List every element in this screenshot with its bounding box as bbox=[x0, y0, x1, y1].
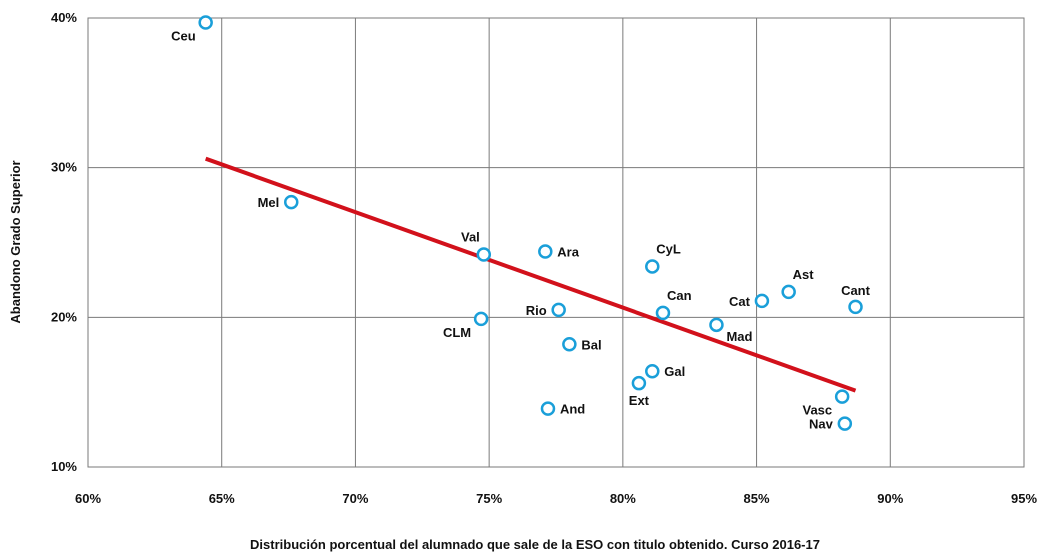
data-point-label: Ara bbox=[557, 244, 579, 259]
data-point bbox=[837, 416, 853, 431]
data-point-label: Nav bbox=[809, 417, 834, 432]
data-point bbox=[645, 363, 660, 379]
y-tick-label: 30% bbox=[51, 160, 77, 175]
plot-border bbox=[87, 17, 1025, 468]
data-point-label: Vasc bbox=[802, 403, 832, 418]
data-point-label: Ast bbox=[793, 267, 815, 282]
data-point bbox=[645, 259, 660, 274]
data-point-label: Ext bbox=[629, 393, 650, 408]
x-tick-label: 60% bbox=[75, 491, 101, 506]
trend-line bbox=[204, 156, 857, 393]
data-point bbox=[283, 194, 299, 210]
x-tick-label: 85% bbox=[744, 491, 770, 506]
data-point-label: Mad bbox=[726, 329, 752, 344]
data-point bbox=[655, 305, 671, 321]
data-point-label: Mel bbox=[258, 195, 280, 210]
data-point-label: Cant bbox=[841, 283, 871, 298]
x-tick-label: 70% bbox=[342, 491, 368, 506]
x-axis-title: Distribución porcentual del alumnado que… bbox=[250, 537, 820, 552]
title-layer: Distribución porcentual del alumnado que… bbox=[8, 160, 820, 552]
trend-layer bbox=[204, 156, 857, 393]
y-tick-label: 10% bbox=[51, 459, 77, 474]
y-tick-label: 40% bbox=[51, 10, 77, 25]
data-point-label: Val bbox=[461, 229, 480, 244]
x-tick-label: 80% bbox=[610, 491, 636, 506]
data-point bbox=[551, 302, 566, 318]
data-point bbox=[781, 284, 796, 300]
data-point-label: Cat bbox=[729, 294, 751, 309]
data-point bbox=[473, 311, 489, 327]
data-point-label: Ceu bbox=[171, 28, 196, 43]
x-tick-label: 95% bbox=[1011, 491, 1037, 506]
y-tick-label: 20% bbox=[51, 309, 77, 324]
y-axis-title: Abandono Grado Superior bbox=[8, 160, 23, 323]
x-tick-label: 90% bbox=[877, 491, 903, 506]
data-point-label: Can bbox=[667, 288, 692, 303]
data-point bbox=[631, 375, 647, 391]
data-point bbox=[198, 15, 213, 30]
data-point bbox=[538, 244, 553, 259]
data-point-label: CLM bbox=[443, 325, 471, 340]
data-point-label: Bal bbox=[581, 337, 601, 352]
point-layer: Ceu Mel Val Ara CyL Ast Cat Cant Rio Can CLM Mad Bal… bbox=[171, 15, 871, 432]
data-point bbox=[754, 293, 770, 309]
grid-layer bbox=[87, 17, 1025, 468]
x-tick-label: 65% bbox=[209, 491, 235, 506]
data-point bbox=[709, 317, 724, 333]
data-point bbox=[834, 389, 850, 404]
data-point bbox=[848, 299, 863, 315]
x-tick-label: 75% bbox=[476, 491, 502, 506]
data-point bbox=[476, 247, 492, 262]
data-point bbox=[562, 337, 577, 352]
data-point-label: Gal bbox=[664, 364, 685, 379]
data-point-label: CyL bbox=[656, 241, 681, 256]
data-point-label: And bbox=[560, 402, 585, 417]
tick-layer: 60% 65% 70% 75% 80% 85% 90% 95% 10% 20% 30% 40% bbox=[51, 10, 1037, 506]
data-point-label: Rio bbox=[526, 303, 547, 318]
data-point bbox=[540, 401, 556, 416]
